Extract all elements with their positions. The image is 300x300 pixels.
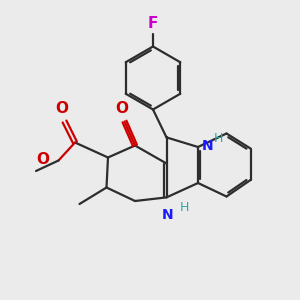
Text: N: N — [162, 208, 174, 222]
Text: F: F — [147, 16, 158, 31]
Text: N: N — [202, 139, 213, 152]
Text: O: O — [116, 101, 129, 116]
Text: O: O — [56, 101, 69, 116]
Text: H: H — [214, 132, 223, 145]
Text: O: O — [36, 152, 49, 166]
Text: H: H — [180, 201, 189, 214]
